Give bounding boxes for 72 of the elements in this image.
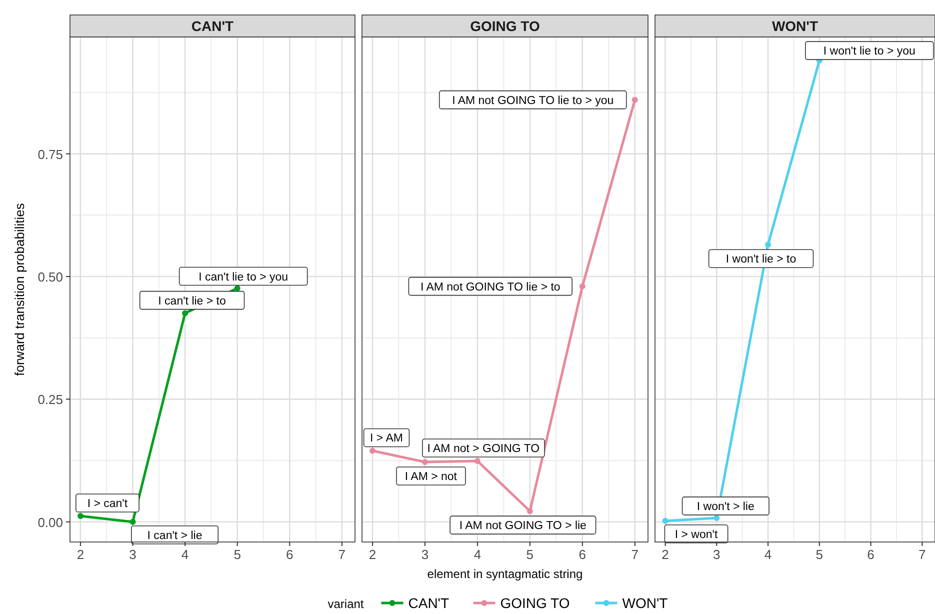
point: [526, 508, 533, 514]
chart-title: WON'T: [772, 18, 818, 34]
label-box: I > can't: [76, 494, 140, 512]
x-tick-label: 7: [338, 547, 346, 562]
x-tick-label: 6: [286, 547, 294, 562]
label-box: I AM not > GOING TO: [422, 438, 545, 458]
y-tick-label: 0.50: [38, 269, 63, 284]
annotation: I AM > not: [404, 471, 458, 484]
annotation: I AM not > GOING TO: [427, 443, 540, 456]
annotation: I AM not GOING TO lie > to: [420, 281, 560, 294]
legend-label: GOING TO: [500, 595, 570, 611]
label-box: I won't lie to > you: [805, 41, 934, 60]
x-tick-label: 3: [129, 547, 136, 562]
point: [369, 448, 376, 454]
y-tick-label: 0.75: [38, 146, 63, 162]
label-box: I won't lie > to: [708, 249, 814, 268]
x-tick-label: 5: [234, 547, 241, 562]
x-tick-label: 5: [526, 547, 534, 562]
point: [234, 285, 240, 292]
point: [714, 514, 720, 521]
point: [765, 242, 772, 248]
annotation: I can't lie to > you: [198, 271, 288, 284]
legend-label: WON'T: [622, 595, 668, 611]
x-tick-label: 3: [713, 547, 720, 562]
x-tick-label: 4: [474, 547, 482, 562]
x-tick-label: 5: [816, 547, 824, 562]
x-tick-label: 6: [867, 547, 874, 562]
annotation: I AM not GOING TO > lie: [459, 520, 586, 532]
legend-label: CAN'T: [408, 595, 450, 611]
label-box: I AM not GOING TO > lie: [450, 516, 596, 534]
annotation: I > AM: [370, 432, 403, 445]
annotation: I AM not GOING TO lie to > you: [452, 94, 614, 107]
point: [422, 459, 428, 466]
x-tick-label: 4: [764, 547, 772, 562]
x-tick-label: 2: [368, 547, 376, 562]
point: [77, 512, 84, 519]
label-box: I can't lie to > you: [178, 266, 308, 286]
x-tick-label: 4: [181, 547, 189, 562]
x-tick-label: 6: [578, 547, 586, 562]
label-box: I > AM: [363, 428, 410, 448]
x-tick-label: 3: [421, 547, 429, 562]
annotation: I can't > lie: [147, 530, 202, 542]
x-axis-title: element in syntagmatic string: [427, 567, 583, 581]
chart-title: CAN'T: [191, 18, 234, 34]
label-box: I AM not GOING TO lie to > you: [438, 90, 627, 110]
x-tick-label: 7: [918, 547, 926, 562]
annotation: I can't lie > to: [158, 295, 226, 308]
point: [130, 518, 136, 525]
point: [182, 310, 188, 316]
x-tick-label: 7: [631, 547, 638, 562]
point: [662, 518, 668, 524]
chart-title: GOING TO: [470, 18, 540, 34]
y-tick-label: 0.00: [38, 514, 63, 530]
x-tick-label: 2: [76, 547, 84, 562]
annotation: I won't lie > to: [726, 254, 796, 266]
point: [579, 283, 586, 290]
y-tick-label: 0.25: [38, 392, 63, 408]
point: [632, 96, 638, 103]
y-axis-title: forward transition probabilities: [12, 202, 27, 376]
label-box: I AM not GOING TO lie > to: [408, 276, 572, 296]
legend-title: variant: [328, 597, 364, 611]
label-box: I AM > not: [396, 466, 466, 486]
label-box: I won't > lie: [682, 496, 770, 516]
label-box: I > won't: [664, 524, 728, 544]
annotation: I > can't: [87, 498, 128, 510]
annotation: I won't > lie: [696, 500, 754, 513]
x-tick-label: 2: [662, 547, 669, 562]
label-box: I can't > lie: [131, 525, 218, 544]
point: [474, 458, 480, 464]
annotation: I won't lie to > you: [823, 46, 916, 58]
label-box: I can't lie > to: [139, 290, 245, 310]
annotation: I > won't: [674, 528, 718, 541]
